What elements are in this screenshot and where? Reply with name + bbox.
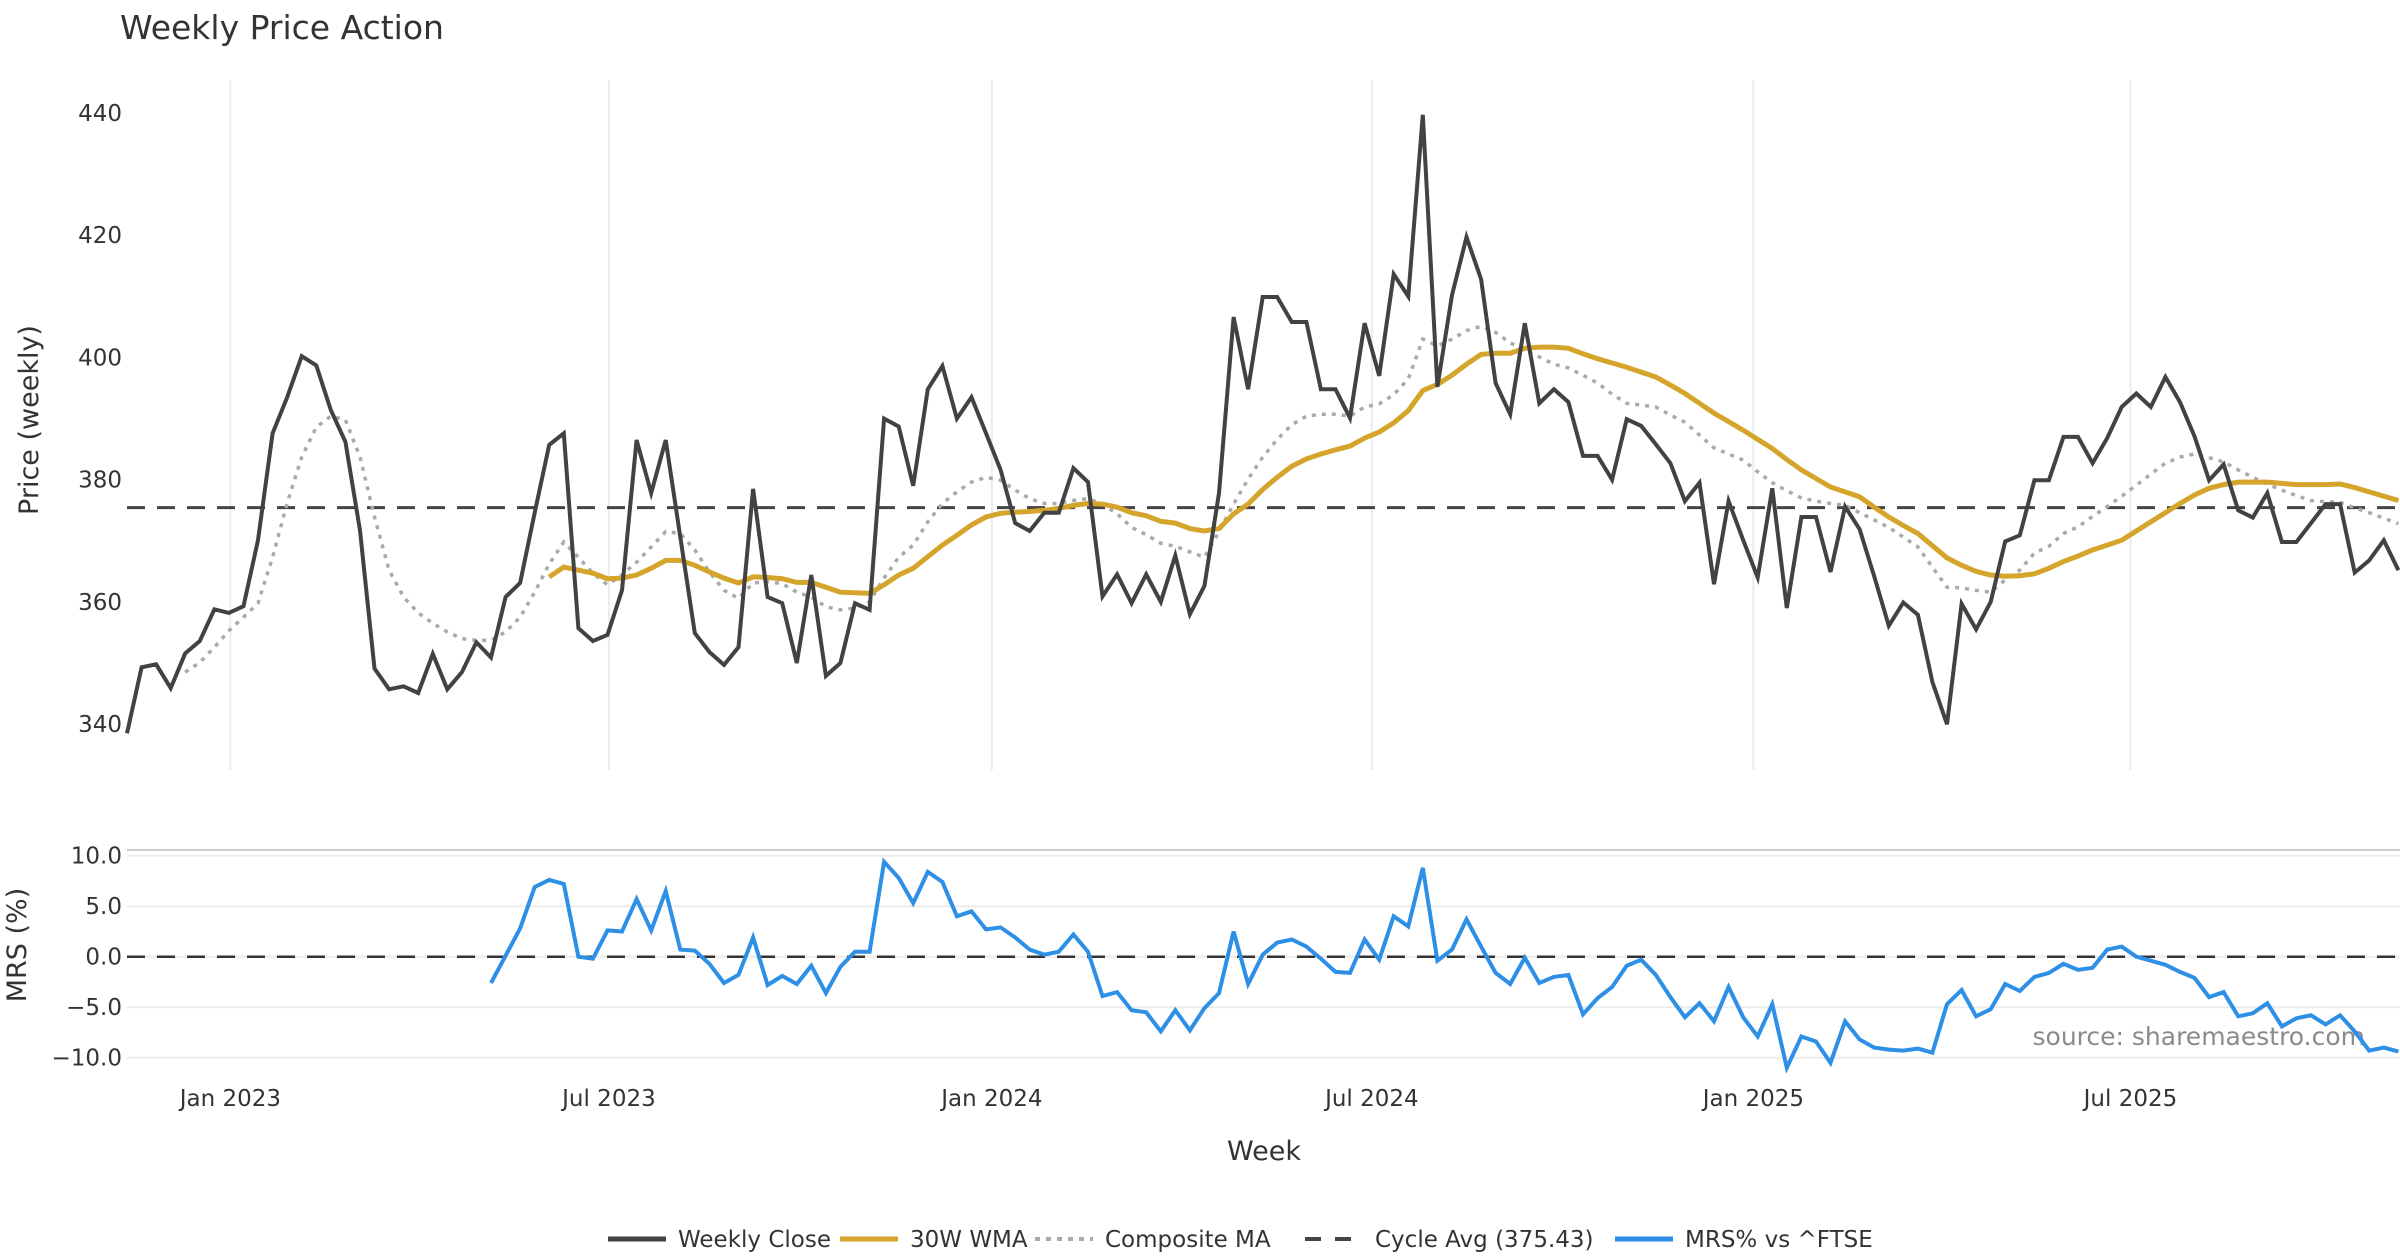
weekly-close-line [125, 114, 2400, 734]
price-vertical-gridlines [229, 80, 2132, 770]
price-y-tick-labels: 340 360 380 400 420 440 [78, 101, 122, 738]
price-y-axis-label: Price (weekly) [14, 325, 45, 515]
mrs-y-tick-label: 0.0 [85, 945, 122, 971]
x-tick-label: Jan 2025 [1701, 1086, 1804, 1112]
legend-item: Cycle Avg (375.43) [1305, 1227, 1594, 1253]
legend-label: Composite MA [1105, 1227, 1271, 1253]
mrs-line [489, 857, 2399, 1074]
mrs-y-tick-label: 10.0 [71, 844, 122, 870]
x-tick-label: Jul 2025 [2082, 1086, 2178, 1112]
x-tick-labels: Jan 2023 Jul 2023 Jan 2024 Jul 2024 Jan 2025… [178, 1086, 2178, 1112]
price-y-tick-label: 340 [78, 712, 122, 738]
price-y-tick-label: 440 [78, 101, 122, 127]
legend-label: 30W WMA [910, 1227, 1028, 1253]
source-annotation: source: sharemaestro.com [2033, 1022, 2366, 1051]
price-y-tick-label: 420 [78, 223, 122, 249]
legend-item: 30W WMA [840, 1227, 1028, 1253]
legend-label: MRS% vs ^FTSE [1685, 1227, 1873, 1253]
legend-item: MRS% vs ^FTSE [1615, 1227, 1873, 1253]
x-tick-label: Jul 2023 [560, 1086, 656, 1112]
price-panel: 340 360 380 400 420 440 Price (weekly) [14, 80, 2400, 770]
price-y-tick-label: 360 [78, 590, 122, 616]
mrs-y-tick-label: −5.0 [66, 995, 122, 1021]
wma-30w-line [547, 344, 2400, 596]
price-y-tick-label: 400 [78, 345, 122, 371]
x-tick-label: Jul 2024 [1323, 1086, 1419, 1112]
legend-label: Cycle Avg (375.43) [1375, 1227, 1594, 1253]
mrs-y-tick-label: −10.0 [52, 1046, 122, 1072]
price-y-tick-label: 380 [78, 468, 122, 494]
chart-title: Weekly Price Action [120, 8, 444, 47]
legend-item: Weekly Close [608, 1227, 831, 1253]
legend-label: Weekly Close [678, 1227, 831, 1253]
mrs-y-axis-label: MRS (%) [2, 888, 33, 1003]
mrs-panel: 10.0 5.0 0.0 −5.0 −10.0 MRS (%) source: shar… [2, 844, 2400, 1074]
mrs-y-tick-labels: 10.0 5.0 0.0 −5.0 −10.0 [52, 844, 122, 1072]
x-axis-label: Week [1227, 1136, 1301, 1167]
legend: Weekly Close 30W WMA Composite MA Cycle Avg… [608, 1227, 1873, 1253]
x-tick-label: Jan 2023 [178, 1086, 281, 1112]
x-tick-label: Jan 2024 [939, 1086, 1042, 1112]
mrs-y-tick-label: 5.0 [85, 894, 122, 920]
legend-item: Composite MA [1035, 1227, 1271, 1253]
